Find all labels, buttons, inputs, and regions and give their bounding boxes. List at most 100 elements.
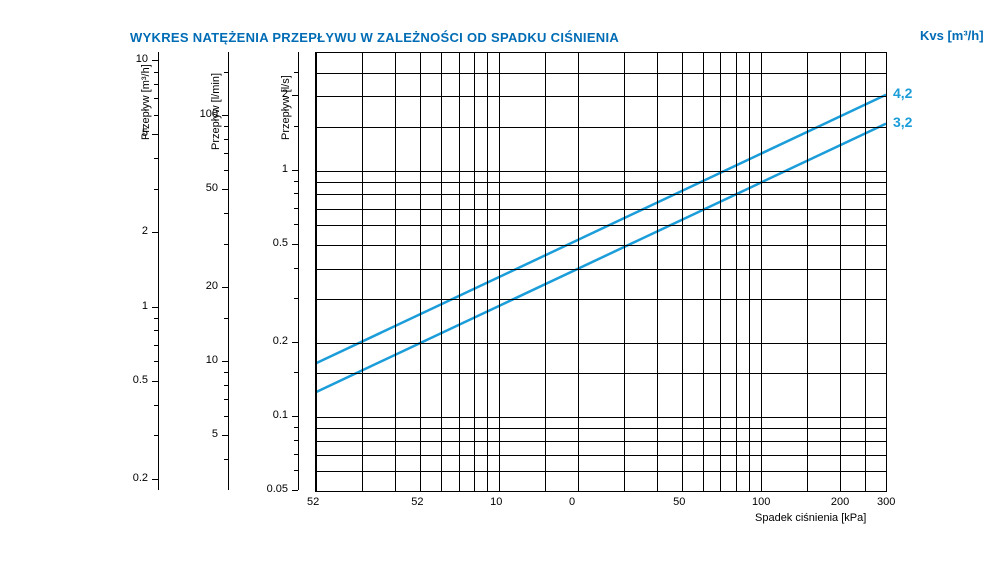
aux-minor-tick [224,213,228,214]
aux-tick-label: 0.05 [258,483,288,495]
vgrid-line [682,53,683,491]
x-tick-label: 200 [831,496,849,508]
aux-tick-label: 2 [258,88,288,100]
series-label: 4,2 [893,85,912,101]
hgrid-line [316,491,886,492]
hgrid-line [316,73,886,74]
aux-axis-title-ls: Przepływ [l/s] [280,75,292,140]
aux-minor-tick [294,268,298,269]
hgrid-line [316,245,886,246]
aux-axis-ls [298,52,299,490]
aux-tick-label: 100 [188,108,218,120]
aux-minor-tick [224,416,228,417]
vgrid-line [545,53,546,491]
aux-minor-tick [154,318,158,319]
aux-minor-tick [154,72,158,73]
aux-tick [152,232,158,233]
aux-tick [222,435,228,436]
aux-tick-label: 0.1 [258,409,288,421]
aux-minor-tick [224,318,228,319]
aux-minor-tick [154,435,158,436]
hgrid-line [316,209,886,210]
aux-minor-tick [224,72,228,73]
aux-tick [292,170,298,171]
aux-axis-m3h [158,52,159,490]
vgrid-line [420,53,421,491]
aux-tick [152,479,158,480]
aux-minor-tick [154,115,158,116]
aux-minor-tick [294,224,298,225]
hgrid-line [316,343,886,344]
aux-minor-tick [224,170,228,171]
hgrid-line [316,373,886,374]
aux-tick [292,244,298,245]
aux-minor-tick [294,427,298,428]
aux-tick [292,416,298,417]
aux-tick-label: 2 [118,225,148,237]
vgrid-line [578,53,579,491]
aux-tick [152,134,158,135]
hgrid-line [316,471,886,472]
aux-tick [222,189,228,190]
aux-minor-tick [224,372,228,373]
aux-tick-label: 1 [258,163,288,175]
hgrid-line [316,428,886,429]
hgrid-line [316,417,886,418]
aux-axis-lmin [228,52,229,490]
vgrid-line [487,53,488,491]
aux-minor-tick [294,454,298,455]
vgrid-line [362,53,363,491]
plot-area [315,52,887,492]
chart-page: { "title": "WYKRES NATĘŻENIA PRZEPŁYWU W… [0,0,1000,583]
vgrid-line [499,53,500,491]
vgrid-line [886,53,887,491]
aux-minor-tick [154,84,158,85]
aux-tick [152,381,158,382]
vgrid-line [657,53,658,491]
aux-tick-label: 0.5 [258,237,288,249]
aux-minor-tick [294,440,298,441]
aux-tick-label: 20 [188,280,218,292]
aux-minor-tick [154,98,158,99]
aux-minor-tick [294,126,298,127]
aux-tick [222,115,228,116]
series-label: 3,2 [893,114,912,130]
vgrid-line [703,53,704,491]
vgrid-line [624,53,625,491]
vgrid-line [395,53,396,491]
hgrid-line [316,441,886,442]
vgrid-line [720,53,721,491]
aux-minor-tick [224,244,228,245]
aux-minor-tick [294,208,298,209]
hgrid-line [316,225,886,226]
hgrid-line [316,96,886,97]
x-tick-label: 0 [569,496,575,508]
series-layer [316,53,886,491]
series-line [316,95,886,363]
x-tick-label: 52 [307,496,319,508]
aux-minor-tick [154,189,158,190]
aux-minor-tick [224,459,228,460]
vgrid-line [316,53,317,491]
aux-tick-label: 1 [118,300,148,312]
x-axis-title: Spadek ciśnienia [kPa] [755,512,866,524]
aux-minor-tick [294,470,298,471]
aux-tick [222,287,228,288]
aux-minor-tick [224,399,228,400]
x-tick-label: 50 [673,496,685,508]
hgrid-line [316,269,886,270]
x-tick-label: 300 [877,496,895,508]
aux-minor-tick [154,158,158,159]
hgrid-line [316,455,886,456]
aux-minor-tick [224,153,228,154]
aux-tick-label: 10 [188,354,218,366]
aux-minor-tick [224,139,228,140]
aux-tick-label: 0.5 [118,374,148,386]
x-tick-label: 10 [490,496,502,508]
aux-minor-tick [154,361,158,362]
aux-minor-tick [294,193,298,194]
vgrid-line [749,53,750,491]
chart-title: WYKRES NATĘŻENIA PRZEPŁYWU W ZALEŻNOŚCI … [130,30,619,45]
hgrid-line [316,127,886,128]
x-tick-label: 52 [411,496,423,508]
